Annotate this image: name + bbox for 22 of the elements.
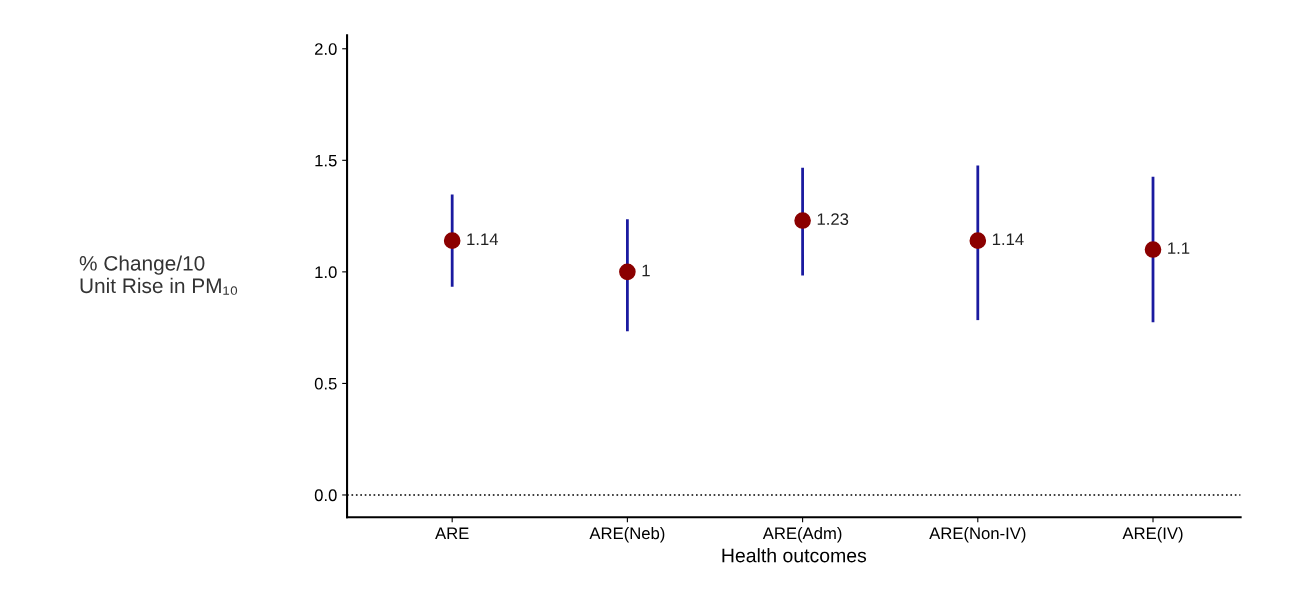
point: [794, 212, 811, 229]
y-tick-label: 2.0: [315, 43, 337, 55]
x-tick-label: ARE(Adm): [762, 527, 842, 543]
point: [1144, 241, 1162, 258]
y-tick-label: 1.5: [315, 154, 337, 167]
point: [443, 232, 461, 249]
data-label: 1: [642, 264, 650, 277]
data-label: 1.23: [817, 213, 849, 226]
x-axis-title: Health outcomes: [722, 548, 867, 563]
x-tick-label: ARE(Non-IV): [929, 527, 1026, 543]
x-tick-label: ARE(Neb): [589, 527, 665, 543]
x-tick-label: ARE: [435, 527, 469, 540]
data-label: 1.14: [467, 233, 499, 245]
point: [619, 263, 636, 281]
data-label: 1.1: [1168, 242, 1190, 254]
y-axis-title: % Change/10 Unit Rise in PM₁₀: [79, 255, 238, 295]
y-tick-label: 0.0: [314, 489, 337, 502]
point: [969, 232, 987, 249]
y-tick-label: 1.0: [315, 266, 337, 279]
y-tick-label: 0.5: [314, 377, 337, 390]
data-label: 1.14: [992, 233, 1024, 245]
x-tick-label: ARE(IV): [1122, 527, 1183, 543]
